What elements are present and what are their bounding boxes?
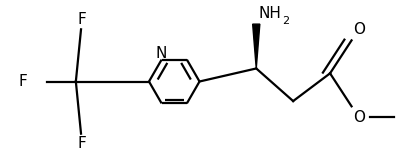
Text: O: O	[352, 110, 364, 125]
Text: N: N	[155, 46, 167, 61]
Text: F: F	[77, 12, 86, 27]
Text: NH: NH	[258, 6, 281, 21]
Text: F: F	[77, 136, 86, 151]
Text: F: F	[18, 74, 27, 89]
Text: O: O	[352, 22, 364, 37]
Polygon shape	[252, 24, 259, 68]
Text: 2: 2	[281, 16, 288, 26]
